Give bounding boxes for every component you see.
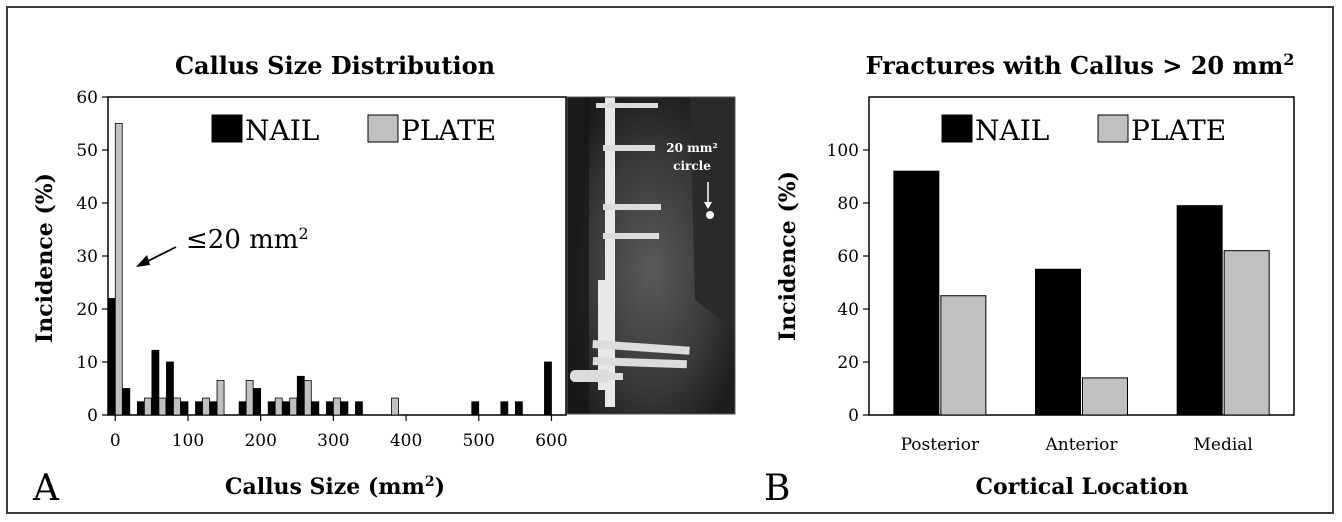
legend-b-nail-swatch xyxy=(941,114,973,143)
legend-a-plate-swatch xyxy=(367,114,399,143)
legend-b-plate-label: PLATE xyxy=(1131,114,1226,147)
chart-a-ytick-label: 0 xyxy=(87,406,98,426)
chart-a-bar-nail xyxy=(514,401,523,416)
xray-label-line2: circle xyxy=(673,159,711,173)
chart-b-category-label: Medial xyxy=(1193,435,1252,455)
chart-a-bar-nail xyxy=(253,388,262,416)
xray-image: 20 mm² circle xyxy=(567,97,735,414)
chart-a-bar-plate xyxy=(303,380,312,416)
chart-b-ytick-label: 100 xyxy=(827,141,859,161)
chart-a-bar-nail xyxy=(180,401,189,416)
chart-b-title: Fractures with Callus > 20 mm2 xyxy=(866,50,1295,81)
chart-a-ytick-label: 30 xyxy=(76,247,98,267)
chart-a-bar-plate xyxy=(391,397,399,416)
chart-a-bar-plate xyxy=(289,397,298,416)
chart-b-ytick-label: 20 xyxy=(837,353,859,373)
chart-a-bar-plate xyxy=(332,397,341,416)
chart-a-bar-plate xyxy=(158,397,167,416)
chart-a-bar-nail xyxy=(107,297,116,416)
chart-a-xlabel: Callus Size (mm2) xyxy=(225,474,445,500)
chart-a-xtick-label: 0 xyxy=(110,431,121,451)
chart-a-bar-nail xyxy=(340,401,349,416)
legend-b-nail-label: NAIL xyxy=(975,114,1049,147)
chart-a-bar-nail xyxy=(238,401,247,416)
chart-a-xlabel-main: Callus Size (mm xyxy=(225,474,425,500)
chart-b-ytick-label: 0 xyxy=(848,406,859,426)
legend-a-nail-swatch xyxy=(211,114,243,143)
annotation-sup: 2 xyxy=(298,224,308,243)
chart-b-bar-plate xyxy=(1223,250,1270,416)
chart-a-ytick-label: 40 xyxy=(76,194,98,214)
xray-border xyxy=(566,96,736,415)
chart-a-bar-plate xyxy=(245,380,254,416)
chart-b-ytick-label: 80 xyxy=(837,194,859,214)
chart-a-bar-plate xyxy=(114,123,123,416)
panel-b-letter: B xyxy=(764,468,790,509)
chart-a-xlabel-sup: 2 xyxy=(425,474,435,490)
chart-b-ylabel: Incidence (%) xyxy=(775,171,801,341)
annotation-arrowhead-icon xyxy=(136,255,150,267)
chart-a-bar-plate xyxy=(202,397,210,416)
annotation-main: ≤20 mm xyxy=(186,225,298,255)
chart-a-ytick-label: 60 xyxy=(76,88,98,108)
chart-a-bar-nail xyxy=(209,401,218,416)
chart-a-bar-nail xyxy=(136,401,145,416)
chart-b-title-sup: 2 xyxy=(1283,50,1294,69)
chart-a-bar-plate xyxy=(274,397,283,416)
figure-frame xyxy=(6,6,1334,514)
chart-a-bar-plate xyxy=(216,380,225,416)
chart-b-bar-plate xyxy=(940,295,987,416)
chart-a-ylabel: Incidence (%) xyxy=(32,173,58,343)
chart-a-bar-plate xyxy=(143,397,152,416)
chart-a-ytick-label: 50 xyxy=(76,141,98,161)
chart-a-ytick-label: 20 xyxy=(76,300,98,320)
chart-a-bar-nail xyxy=(195,401,203,416)
chart-a-xtick-label: 500 xyxy=(463,431,495,451)
chart-a-bar-nail xyxy=(471,401,480,416)
chart-a-bar-nail xyxy=(500,401,509,416)
chart-a-ytick-label: 10 xyxy=(76,353,98,373)
chart-a-xtick-label: 600 xyxy=(535,431,567,451)
chart-a-bar-nail xyxy=(151,349,160,416)
xray-label-line1: 20 mm² xyxy=(666,141,718,155)
chart-b-title-main: Fractures with Callus > 20 mm xyxy=(866,51,1284,80)
chart-a-xtick-label: 400 xyxy=(390,431,422,451)
chart-a-bar-nail xyxy=(166,361,174,416)
chart-a-bar-nail xyxy=(267,401,276,416)
chart-b-xlabel: Cortical Location xyxy=(976,474,1189,500)
legend-a-nail-label: NAIL xyxy=(245,114,319,147)
chart-a-bar-nail xyxy=(282,401,291,416)
annotation-text: ≤20 mm2 xyxy=(186,224,309,256)
legend-a-plate-label: PLATE xyxy=(401,114,496,147)
chart-a-bar-nail xyxy=(296,375,305,416)
reference-circle-icon xyxy=(706,211,714,219)
chart-a-bar-plate xyxy=(173,397,181,416)
chart-b-bar-plate xyxy=(1082,377,1128,416)
chart-b-ytick-label: 60 xyxy=(837,247,859,267)
chart-a-bar-nail xyxy=(355,401,363,416)
chart-a-bar-nail xyxy=(544,361,552,416)
annotation-arrow xyxy=(143,246,177,264)
chart-a-title: Callus Size Distribution xyxy=(175,51,495,80)
chart-b-ytick-label: 40 xyxy=(837,300,859,320)
chart-a-bar-nail xyxy=(122,388,131,416)
chart-b-category-label: Posterior xyxy=(901,435,980,455)
chart-a-xlabel-end: ) xyxy=(435,474,445,500)
panel-a-letter: A xyxy=(32,468,60,509)
chart-b-bar-nail xyxy=(1176,205,1223,416)
chart-a-xtick-label: 300 xyxy=(317,431,349,451)
chart-a-xtick-label: 100 xyxy=(172,431,204,451)
legend-b-plate-swatch xyxy=(1097,114,1129,143)
chart-b-bar-nail xyxy=(893,170,940,416)
chart-a-xtick-label: 200 xyxy=(244,431,276,451)
chart-a-bar-nail xyxy=(311,401,320,416)
chart-a-plot-area xyxy=(107,96,567,416)
chart-b-category-label: Anterior xyxy=(1044,435,1118,455)
chart-b-bar-nail xyxy=(1035,268,1081,416)
chart-a-bar-nail xyxy=(325,401,334,416)
